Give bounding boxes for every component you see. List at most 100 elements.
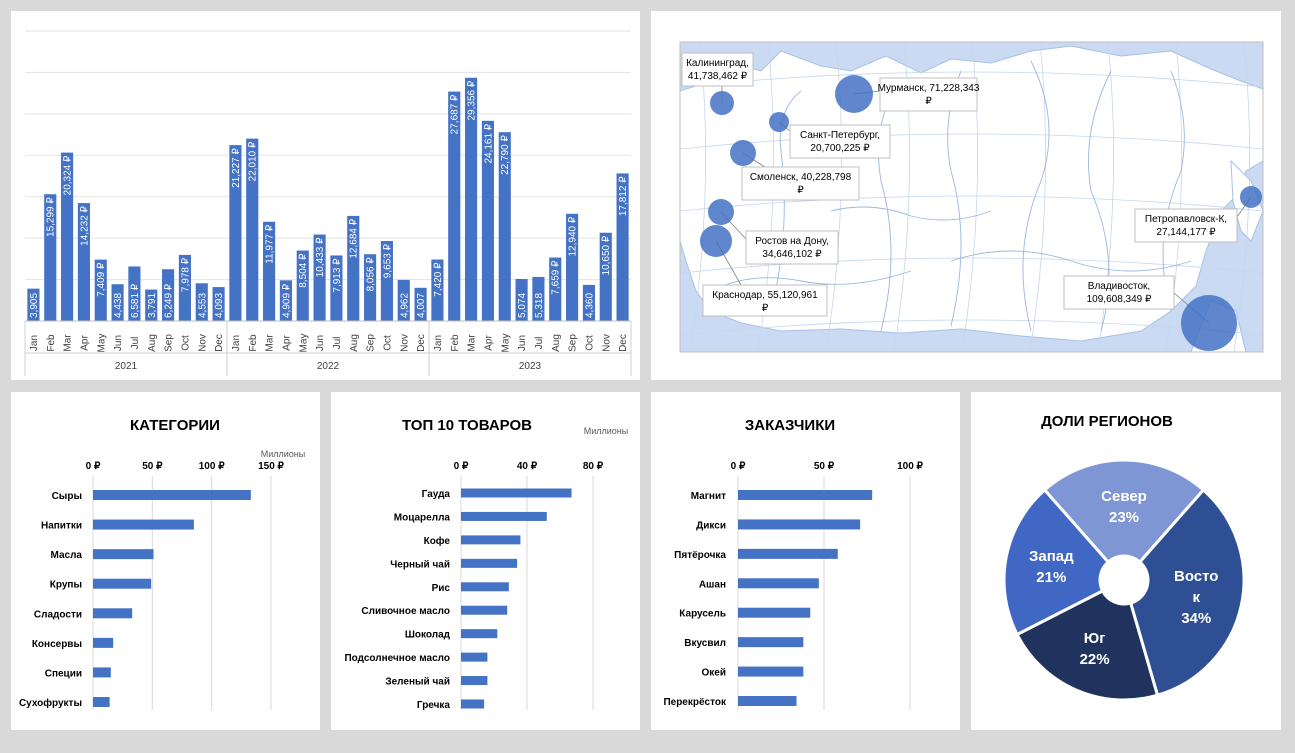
month-tick-label: Jul xyxy=(130,337,141,350)
month-bar xyxy=(263,221,276,321)
hbar xyxy=(461,582,509,592)
region-map-panel: Калининград, 41,738,462 ₽ Мурманск, 71,228… xyxy=(651,11,1281,380)
city-bubble xyxy=(700,225,732,257)
chart-title: ТОП 10 ТОВАРОВ xyxy=(402,417,532,434)
bar-value-label: 4,438 xyxy=(113,293,124,318)
month-bar xyxy=(481,120,494,321)
bar-value-label: 4,962 xyxy=(399,293,410,318)
category-label: Зеленый чай xyxy=(385,677,450,688)
month-tick-label: Feb xyxy=(46,334,57,352)
month-tick-label: Jan xyxy=(231,335,242,351)
bar-value-label: 20,324 ₽ xyxy=(63,155,74,195)
map-frame xyxy=(679,41,1264,353)
month-bar xyxy=(128,266,141,321)
units-label: Миллионы xyxy=(261,449,306,459)
category-label: Консервы xyxy=(32,639,82,650)
hbar xyxy=(93,490,251,500)
bar-value-label: 22,010 ₽ xyxy=(248,141,259,181)
bar-value-label: 15,299 ₽ xyxy=(46,197,57,237)
month-tick-label: Nov xyxy=(601,334,612,352)
map-parallel xyxy=(680,319,1263,336)
month-tick-label: Mar xyxy=(265,334,276,352)
x-tick-label: 50 ₽ xyxy=(142,461,163,472)
month-bar xyxy=(599,232,612,321)
category-label: Магнит xyxy=(691,491,726,502)
month-tick-label: Jan xyxy=(433,335,444,351)
bar-value-label: 4,360 xyxy=(584,293,595,318)
callout-box xyxy=(741,166,860,201)
map-parallel xyxy=(680,257,1263,274)
callout-label: 27,144,177 ₽ xyxy=(1156,227,1216,238)
bar-value-label: 24,161 ₽ xyxy=(483,123,494,163)
hbar xyxy=(738,490,873,500)
x-tick-label: 80 ₽ xyxy=(583,461,604,472)
category-label: Масла xyxy=(51,550,83,561)
category-label: Сыры xyxy=(52,491,82,502)
month-bar xyxy=(178,254,191,321)
month-tick-label: Apr xyxy=(483,335,494,351)
month-bar xyxy=(94,259,107,321)
month-tick-label: Sep xyxy=(164,334,175,352)
hbar xyxy=(93,578,152,589)
bar-value-label: 4,093 xyxy=(214,293,225,318)
bar-value-label: 29,356 ₽ xyxy=(467,80,478,120)
month-tick-label: Jun xyxy=(113,335,124,351)
map-river xyxy=(710,270,912,292)
callout-box xyxy=(879,77,978,112)
category-label: Подсолнечное масло xyxy=(344,653,450,664)
chart-title: ЗАКАЗЧИКИ xyxy=(745,417,835,434)
bar-value-label: 11,977 ₽ xyxy=(265,224,276,264)
customers-panel: ЗАКАЗЧИКИ 0 ₽ 50 ₽ 100 ₽ Магнит Дикси Пятёрочк… xyxy=(651,392,960,730)
month-bar xyxy=(330,255,343,321)
callout-label: Краснодар, 55,120,961 xyxy=(712,290,818,301)
bar-value-label: 10,650 ₽ xyxy=(601,235,612,275)
category-label: Сухофрукты xyxy=(19,697,82,709)
callout-box xyxy=(702,284,828,317)
callout-label: ₽ xyxy=(762,303,769,314)
bar-value-label: 7,409 ₽ xyxy=(96,262,107,297)
month-bar xyxy=(397,279,410,321)
callout-box xyxy=(745,230,839,265)
month-tick-label: Feb xyxy=(248,334,259,352)
callout-label: 109,608,349 ₽ xyxy=(1087,294,1152,305)
callout-box xyxy=(681,52,754,87)
top-products-panel: ТОП 10 ТОВАРОВ Миллионы 0 ₽ 40 ₽ 80 ₽ Гауда Мо… xyxy=(331,392,640,730)
year-label: 2022 xyxy=(317,361,340,372)
map-river xyxy=(950,250,1192,272)
month-bar xyxy=(162,269,175,321)
city-bubble xyxy=(708,199,734,225)
bar-value-label: 10,433 ₽ xyxy=(315,237,326,277)
month-bar xyxy=(566,213,579,321)
month-tick-label: Jan xyxy=(29,335,40,351)
bar-value-label: 4,909 ₽ xyxy=(281,283,292,318)
hbar xyxy=(461,488,572,498)
hbar xyxy=(738,666,804,677)
category-label: Перекрёсток xyxy=(663,697,727,708)
month-bar xyxy=(27,288,40,321)
month-tick-label: May xyxy=(298,334,309,353)
month-tick-label: Apr xyxy=(79,335,90,351)
x-tick-label: 40 ₽ xyxy=(517,461,538,472)
map-river xyxy=(770,90,802,312)
slice-label: 21% xyxy=(1036,569,1066,586)
month-bar xyxy=(515,278,528,321)
callout-label: Петропавловск-К, xyxy=(1145,214,1227,225)
hbar xyxy=(738,607,811,618)
month-bar xyxy=(347,215,360,321)
doughnut-slice xyxy=(1002,487,1111,637)
map-parallel xyxy=(680,195,1263,212)
callout-label: Санкт-Петербург, xyxy=(800,129,880,141)
chart-title: КАТЕГОРИИ xyxy=(130,417,220,434)
callout-box xyxy=(789,124,891,159)
bar-value-label: 8,504 ₽ xyxy=(298,253,309,288)
top-products-chart: ТОП 10 ТОВАРОВ Миллионы 0 ₽ 40 ₽ 80 ₽ Гауда Мо… xyxy=(344,417,628,711)
city-bubble xyxy=(730,140,756,166)
bar-value-label: 6,581 ₽ xyxy=(130,283,141,318)
hbar xyxy=(93,608,133,619)
month-tick-label: Apr xyxy=(281,335,292,351)
category-label: Карусель xyxy=(679,609,726,620)
bar-value-label: 3,905 xyxy=(29,293,40,318)
bar-value-label: 7,659 ₽ xyxy=(551,260,562,295)
month-bar xyxy=(380,241,393,321)
category-label: Окей xyxy=(702,668,727,679)
